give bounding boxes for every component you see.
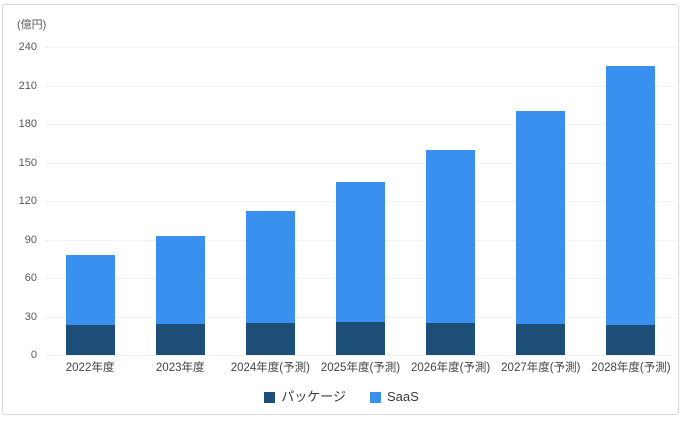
bar-segment-パッケージ (606, 325, 656, 355)
bar-2024年度(予測) (245, 211, 295, 355)
x-label-2027年度(予測): 2027年度(予測) (501, 362, 581, 374)
y-tick-180: 180 (18, 118, 37, 130)
y-tick-0: 0 (30, 349, 37, 361)
bar-segment-SaaS (65, 254, 115, 326)
bar-segment-SaaS (606, 66, 656, 326)
bar-2022年度 (65, 254, 115, 355)
y-tick-240: 240 (18, 41, 37, 53)
bar-2028年度(予測) (606, 66, 656, 355)
bar-2027年度(予測) (516, 111, 566, 355)
y-tick-150: 150 (18, 156, 37, 169)
bar-segment-パッケージ (516, 324, 566, 355)
chart-frame: (億円) 0 30 60 90 120 150 180 210 240 2022年度 2023年度… (2, 4, 679, 415)
bar-segment-SaaS (336, 181, 385, 322)
bar-segment-パッケージ (65, 325, 115, 355)
legend-item-SaaS: SaaS (369, 389, 419, 405)
x-label-2022年度: 2022年度 (65, 362, 115, 374)
legend-label: パッケージ (281, 389, 346, 404)
y-tick-30: 30 (24, 310, 37, 323)
x-label-2024年度(予測): 2024年度(予測) (230, 362, 310, 374)
bar-segment-SaaS (245, 211, 295, 323)
x-axis-labels: 2022年度 2023年度 2024年度(予測) 2025年度(予測) 2026年度(予… (45, 361, 676, 377)
legend-swatch-icon (264, 391, 276, 403)
bar-segment-パッケージ (336, 321, 385, 355)
bar-2026年度(予測) (426, 149, 476, 355)
legend-swatch-icon (369, 391, 381, 403)
gridline-180 (45, 124, 676, 125)
bar-segment-SaaS (155, 235, 205, 325)
y-tick-90: 90 (24, 233, 37, 246)
plot-area (45, 47, 676, 356)
y-axis-unit-label: (億円) (17, 19, 47, 31)
x-label-2026年度(予測): 2026年度(予測) (411, 362, 491, 374)
bar-2025年度(予測) (336, 181, 385, 355)
legend-label: SaaS (386, 389, 419, 404)
y-tick-60: 60 (24, 272, 37, 284)
legend-item-パッケージ: パッケージ (264, 389, 346, 405)
x-label-2025年度(予測): 2025年度(予測) (320, 362, 401, 374)
x-label-2028年度(予測): 2028年度(予測) (591, 362, 671, 374)
x-label-2023年度: 2023年度 (155, 362, 205, 374)
gridline-150 (45, 163, 676, 164)
bar-segment-パッケージ (155, 324, 205, 355)
bar-segment-パッケージ (245, 322, 295, 355)
y-tick-210: 210 (18, 79, 37, 92)
gridline-0 (45, 355, 676, 356)
gridline-210 (45, 86, 676, 87)
bar-2023年度 (155, 235, 205, 355)
y-tick-120: 120 (18, 195, 37, 207)
bar-segment-SaaS (426, 149, 476, 323)
y-axis-tick-labels: 0 30 60 90 120 150 180 210 240 (3, 41, 37, 361)
bar-segment-パッケージ (426, 322, 476, 355)
gridline-240 (45, 47, 676, 48)
bar-segment-SaaS (516, 111, 566, 325)
legend: パッケージ SaaS (3, 389, 680, 405)
